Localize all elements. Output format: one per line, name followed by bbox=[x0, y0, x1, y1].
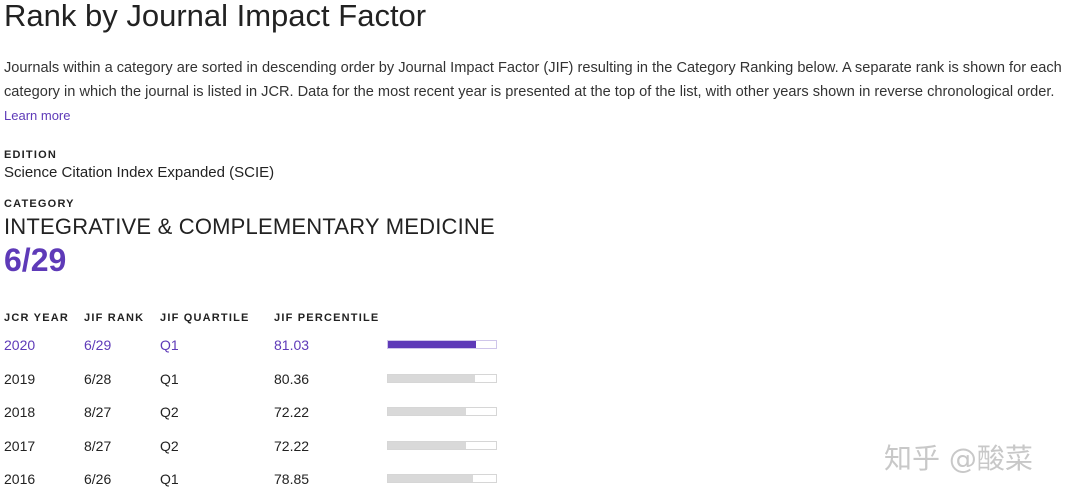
percentile-bar-fill bbox=[388, 442, 466, 449]
cell-quartile: Q1 bbox=[160, 471, 179, 487]
cell-year: 2017 bbox=[4, 438, 36, 454]
description-paragraph: Journals within a category are sorted in… bbox=[4, 57, 1076, 129]
edition-label: EDITION bbox=[4, 149, 58, 161]
percentile-bar bbox=[387, 340, 497, 349]
cell-rank: 8/27 bbox=[84, 404, 112, 420]
cell-percentile: 80.36 bbox=[274, 371, 310, 387]
header-jif-quartile: JIF QUARTILE bbox=[160, 312, 250, 324]
cell-quartile: Q2 bbox=[160, 404, 179, 420]
cell-quartile: Q1 bbox=[160, 371, 179, 387]
page-title: Rank by Journal Impact Factor bbox=[4, 0, 427, 33]
cell-percentile: 72.22 bbox=[274, 438, 310, 454]
category-rank: 6/29 bbox=[4, 242, 67, 278]
percentile-bar-fill bbox=[388, 475, 474, 482]
learn-more-link[interactable]: Learn more bbox=[4, 108, 71, 123]
cell-year: 2019 bbox=[4, 371, 36, 387]
category-label: CATEGORY bbox=[4, 198, 75, 210]
cell-year: 2020 bbox=[4, 337, 36, 353]
header-jif-rank: JIF RANK bbox=[84, 312, 145, 324]
cell-quartile: Q1 bbox=[160, 337, 179, 353]
cell-percentile: 81.03 bbox=[274, 337, 310, 353]
percentile-bar-fill bbox=[388, 375, 475, 382]
watermark: 知乎 @酸菜 bbox=[884, 442, 1033, 475]
cell-rank: 6/29 bbox=[84, 337, 112, 353]
cell-rank: 6/26 bbox=[84, 471, 112, 487]
cell-year: 2016 bbox=[4, 471, 36, 487]
edition-value: Science Citation Index Expanded (SCIE) bbox=[4, 164, 275, 181]
header-jcr-year: JCR YEAR bbox=[4, 312, 70, 324]
description-text: Journals within a category are sorted in… bbox=[4, 60, 1062, 100]
percentile-bar bbox=[387, 374, 497, 383]
percentile-bar bbox=[387, 407, 497, 416]
percentile-bar bbox=[387, 441, 497, 450]
cell-quartile: Q2 bbox=[160, 438, 179, 454]
cell-rank: 6/28 bbox=[84, 371, 112, 387]
cell-percentile: 78.85 bbox=[274, 471, 310, 487]
cell-percentile: 72.22 bbox=[274, 404, 310, 420]
category-value: INTEGRATIVE & COMPLEMENTARY MEDICINE bbox=[4, 214, 495, 239]
cell-rank: 8/27 bbox=[84, 438, 112, 454]
percentile-bar bbox=[387, 474, 497, 483]
percentile-bar-fill bbox=[388, 341, 476, 348]
cell-year: 2018 bbox=[4, 404, 36, 420]
header-jif-percentile: JIF PERCENTILE bbox=[274, 312, 380, 324]
percentile-bar-fill bbox=[388, 408, 466, 415]
